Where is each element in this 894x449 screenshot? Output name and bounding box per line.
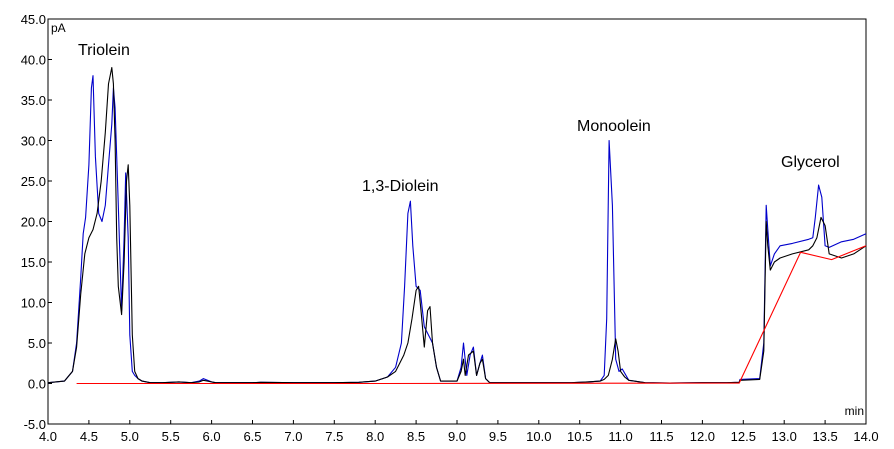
x-tick-label-7: 7.5 [325,429,343,444]
peak-label-13-diolein: 1,3-Diolein [362,178,438,195]
y-tick-label-3: 10.0 [21,296,46,311]
x-tick-label-19: 13.5 [812,429,837,444]
y-tick-label-2: 5.0 [28,336,46,351]
y-tick-label-1: 0.0 [28,377,46,392]
x-tick-label-1: 4.5 [80,429,98,444]
x-tick-label-17: 12.5 [731,429,756,444]
peak-labels: Triolein 1,3-Diolein Monoolein Glycerol [78,42,840,195]
y-tick-label-6: 25.0 [21,174,46,189]
y-axis-unit-label: pA [51,21,66,35]
y-tick-label-7: 30.0 [21,134,46,149]
x-tick-label-10: 9.0 [448,429,466,444]
x-tick-label-3: 5.5 [162,429,180,444]
x-tick-label-6: 7.0 [284,429,302,444]
y-tick-label-5: 20.0 [21,215,46,230]
y-tick-label-8: 35.0 [21,93,46,108]
x-tick-label-11: 9.5 [489,429,507,444]
x-tick-label-16: 12.0 [690,429,715,444]
plot-layer: 4.0 4.5 5.0 5.5 6.0 6.5 7.0 7.5 8.0 8.5 9.0 9.5 10.0… [21,12,879,444]
y-tick-label-10: 45.0 [21,12,46,27]
x-tick-label-13: 10.5 [567,429,592,444]
x-tick-label-15: 11.5 [649,429,673,444]
x-tick-label-0: 4.0 [39,429,57,444]
baseline-red [76,245,867,385]
x-tick-label-4: 6.0 [203,429,221,444]
y-tick-label-0: -5.0 [24,417,46,432]
trace-blue [47,75,867,384]
x-tick-label-12: 10.0 [526,429,551,444]
x-tick-label-5: 6.5 [243,429,261,444]
x-tick-label-8: 8.0 [366,429,384,444]
x-tick-label-14: 11.0 [608,429,632,444]
peak-label-glycerol: Glycerol [781,154,840,171]
trace-black [47,67,867,384]
y-tick-label-9: 40.0 [21,53,46,68]
x-tick-label-2: 5.0 [121,429,139,444]
x-tick-label-20: 14.0 [853,429,878,444]
peak-label-triolein: Triolein [78,42,130,59]
peak-label-monoolein: Monoolein [577,118,651,135]
plot-frame [47,18,867,425]
x-tick-label-18: 13.0 [772,429,797,444]
x-axis-unit-label: min [845,404,864,418]
x-tick-label-9: 8.5 [407,429,425,444]
y-tick-label-4: 15.0 [21,255,46,270]
